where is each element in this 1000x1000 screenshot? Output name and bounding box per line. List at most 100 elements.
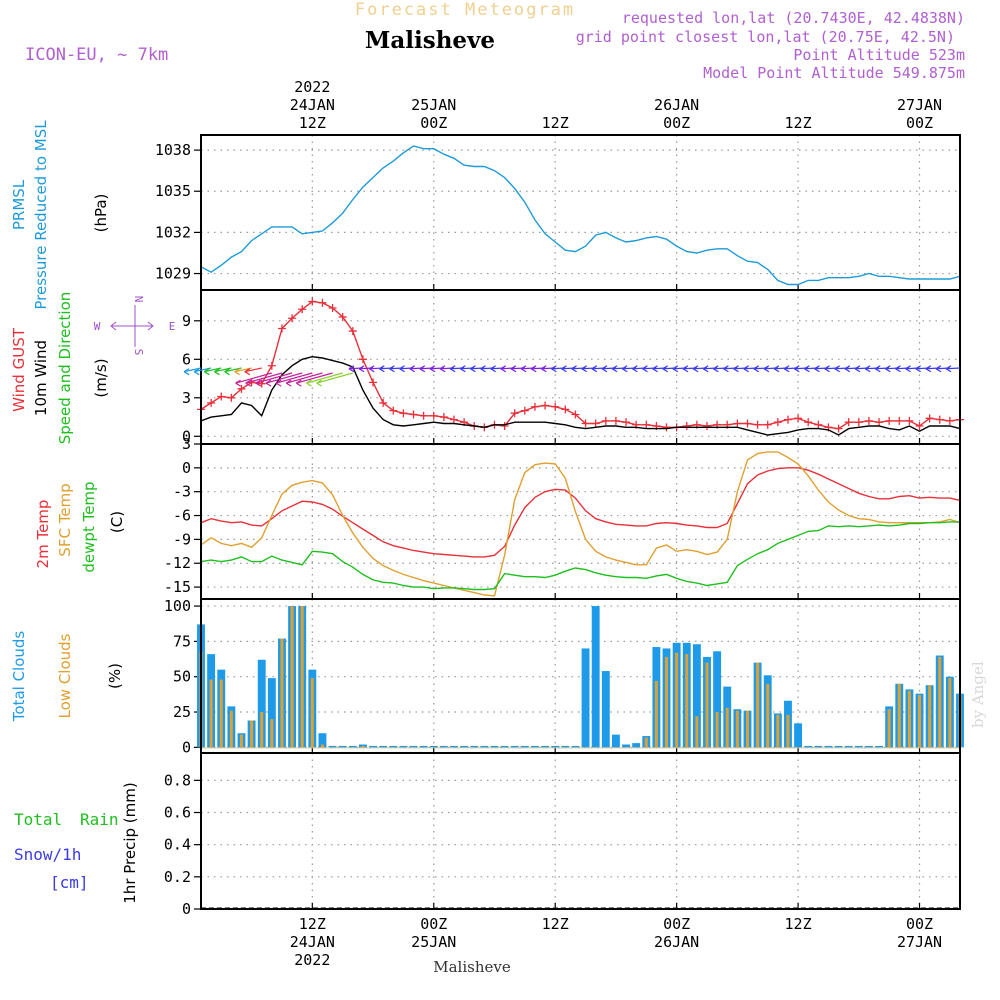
wind-arrow-head [632,365,638,373]
cloud-bar-total [611,734,620,748]
bottom-axis-label: 12Z [785,915,812,933]
gust-marker [642,420,651,429]
wind-arrow-head [783,365,790,373]
wind-arrow-head [480,365,486,373]
cloud-bar-low [361,745,365,748]
gust-marker [935,415,944,424]
top-axis-label: 25JAN [411,96,456,114]
point-altitude: Point Altitude 523m [793,46,965,64]
y-tick-label: 0 [182,427,191,445]
cloud-bar-low [695,716,699,748]
y-tick-label: -12 [164,554,191,572]
cloud-bar-total [419,745,428,748]
panel-precip: 0 0.2 0.4 0.6 0.8 [164,752,961,918]
compass-w: W [94,320,101,333]
wind-arrow-head [733,365,739,373]
y-tick-label: 1029 [155,265,191,283]
cloud-bar-low [685,654,689,748]
wind-arrow [946,367,961,370]
wind-arrow-head [245,379,252,387]
wind-arrow-head [692,365,699,373]
meteogram-panels: 10291032103510380369-15-12-9-6-303025507… [10,120,964,918]
cloud-bar-total [257,659,266,748]
cloud-bar-total [439,745,448,748]
cloud-bar-total [571,745,580,748]
cloud-bar-total [429,745,438,748]
wind-arrow-head [642,365,648,373]
cloud-bar-total [591,606,600,748]
wind-arrow-head [662,365,669,373]
y-tick-label: 3 [182,435,191,453]
wind-arrow-head [368,365,375,373]
gust-marker [288,314,297,323]
panel-pressure: 1029 1032 1035 1038 [155,134,961,291]
cloud-bar-total [490,745,499,748]
gust-marker [348,327,357,336]
wind-arrow-head [193,368,200,376]
requested-coords: requested lon,lat (20.7430E, 42.4838N) [622,9,965,27]
gust-marker [743,419,752,428]
cloud-bar-low [948,678,952,748]
panel-label: Pressure Reduced to MSL [32,120,50,310]
gust-marker [753,420,762,429]
wind-arrow-head [470,365,476,373]
precip-rain-label: Rain [80,810,119,829]
cloud-bar-low [280,638,284,748]
wind-arrow-head [285,379,292,387]
top-axis-label: 26JAN [654,96,699,114]
wind-arrow-head [773,365,780,373]
gust-marker [217,392,226,401]
gust-marker [703,422,711,431]
cloud-bar-total [399,745,408,748]
cloud-bar-total [338,745,347,748]
cloud-bar-total [450,745,458,748]
panel-label: (m/s) [92,358,110,397]
wind-arrow-head [753,365,760,373]
cloud-bar-low [209,679,213,748]
gust-marker [561,405,570,414]
gust-marker [318,298,327,307]
wind-arrow-head [409,365,416,373]
cloud-bar-total [541,745,550,748]
wind-arrow-head [804,365,810,373]
gust-marker [237,384,246,393]
top-axis-label: 24JAN [290,96,335,114]
panel-label: dewpt Temp [80,481,98,572]
cloud-bar-total [480,745,489,748]
y-tick-label: 100 [164,597,191,615]
series-line [200,145,961,286]
gust-marker [439,413,448,422]
panel-label: 2m Temp [34,500,52,569]
panel-label: Low Clouds [56,633,74,718]
bottom-axis-label: 27JAN [897,933,942,951]
wind-arrow-head [255,379,262,387]
location-title: Malisheve [365,27,495,54]
cloud-bar-total [854,745,863,748]
wind-arrow-head [358,365,365,373]
wind-arrow-head [439,365,446,373]
cloud-bar-total [551,745,560,748]
cloud-bar-low [907,690,911,748]
wind-arrow-head [885,365,891,373]
gust-marker [622,418,631,427]
wind-arrow-head [743,365,749,373]
wind-arrow-head [275,379,282,387]
gust-marker [308,297,317,306]
panel-frame [200,134,961,291]
wind-arrow-head [814,365,820,373]
cloud-bar-total [409,745,418,748]
y-tick-label: -15 [164,578,191,596]
wind-arrow-head [905,365,911,373]
cloud-bar-total [561,745,570,748]
panel-clouds: 0 25 50 75 100 [164,597,964,756]
top-axis-label: 00Z [906,114,933,132]
panel-label: (hPa) [92,194,110,233]
wind-arrow-head [500,365,507,373]
y-tick-label: 75 [173,632,191,650]
cloud-bar-total [318,733,327,748]
grid-point-coords: grid point closest lon,lat (20.75E, 42.5… [576,28,955,46]
cloud-bar-total [713,651,722,748]
wind-arrow-head [712,365,719,373]
